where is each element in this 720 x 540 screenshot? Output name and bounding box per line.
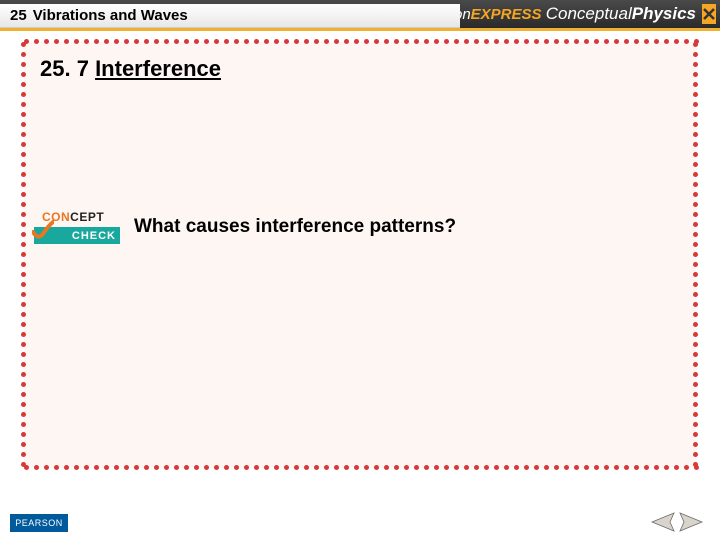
dotted-border-right <box>693 42 699 468</box>
dotted-border-top <box>24 39 696 45</box>
check-swoosh-icon <box>32 220 54 242</box>
section-number: 25. 7 <box>40 56 89 81</box>
arrow-left-icon <box>646 510 676 534</box>
chapter-title: Vibrations and Waves <box>33 7 188 24</box>
chapter-bar: 25 Vibrations and Waves <box>0 4 460 28</box>
nav-arrows <box>646 510 708 534</box>
check-label: CHECK <box>72 230 116 242</box>
section-title: Interference <box>95 56 221 81</box>
dotted-border-bottom <box>24 465 696 471</box>
prev-button[interactable] <box>646 510 676 534</box>
concept-question: What causes interference patterns? <box>134 216 456 238</box>
brand-physics: Physics <box>632 4 696 23</box>
chapter-number: 25 <box>10 7 27 24</box>
publisher-logo: PEARSON <box>10 514 68 532</box>
brand-express: EXPRESS <box>471 6 542 23</box>
brand-conceptual: Conceptual <box>546 4 632 23</box>
next-button[interactable] <box>678 510 708 534</box>
section-heading: 25. 7 Interference <box>40 56 221 82</box>
dotted-border-left <box>21 42 27 468</box>
concept-check-block: CONCEPT CHECK What causes interference p… <box>34 210 456 244</box>
slide-content: 25. 7 Interference CONCEPT CHECK What ca… <box>24 42 696 468</box>
close-icon <box>702 7 716 21</box>
publisher-name: PEARSON <box>15 518 63 528</box>
arrow-right-icon <box>678 510 708 534</box>
concept-check-logo: CONCEPT CHECK <box>34 210 120 244</box>
divider-accent <box>0 28 720 31</box>
close-button[interactable] <box>702 4 716 24</box>
